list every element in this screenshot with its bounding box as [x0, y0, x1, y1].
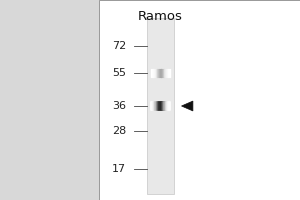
Text: 55: 55: [112, 68, 126, 78]
Text: 72: 72: [112, 41, 126, 51]
FancyBboxPatch shape: [99, 0, 300, 200]
Text: 17: 17: [112, 164, 126, 174]
Text: 36: 36: [112, 101, 126, 111]
Text: Ramos: Ramos: [138, 10, 183, 23]
FancyBboxPatch shape: [147, 18, 174, 194]
Text: 28: 28: [112, 126, 126, 136]
Polygon shape: [182, 101, 193, 111]
